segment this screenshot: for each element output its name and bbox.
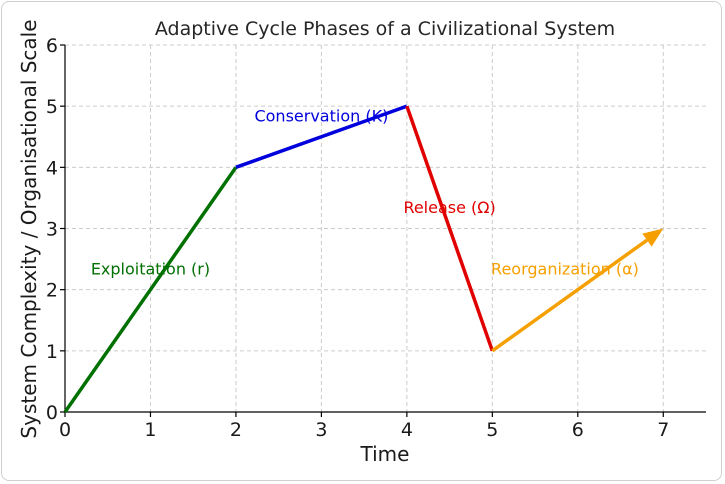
- y-tick-label: 2: [46, 280, 58, 302]
- release-label: Release (Ω): [403, 198, 495, 217]
- chart-title: Adaptive Cycle Phases of a Civilizationa…: [155, 18, 615, 40]
- series-labels: Exploitation (r) Conservation (K) Release …: [91, 106, 639, 278]
- reorganization-label: Reorganization (α): [491, 259, 639, 278]
- y-axis-label: System Complexity / Organisational Scale: [17, 19, 41, 438]
- gridlines: [64, 44, 706, 413]
- y-tick-label: 1: [46, 341, 58, 363]
- x-tick-label: 1: [144, 419, 156, 441]
- y-tick-label: 0: [46, 402, 58, 424]
- x-tick-label: 3: [315, 419, 327, 441]
- reorganization-arrowhead: [642, 228, 664, 247]
- y-tick-label: 5: [46, 96, 58, 118]
- x-tick-label: 6: [572, 419, 584, 441]
- y-tick-label: 6: [46, 35, 58, 57]
- x-tick-label: 5: [486, 419, 498, 441]
- axis-ticks: [60, 44, 664, 417]
- x-tick-label: 4: [401, 419, 413, 441]
- y-tick-label: 3: [46, 219, 58, 241]
- x-tick-label: 2: [230, 419, 242, 441]
- tick-labels: 0 1 2 3 4 5 6 7 0 1 2 3 4 5 6: [46, 35, 669, 441]
- exploitation-label: Exploitation (r): [91, 259, 210, 278]
- axes: [64, 45, 706, 413]
- x-axis-label: Time: [360, 442, 410, 466]
- x-tick-label: 0: [59, 419, 71, 441]
- reorganization-line: [491, 238, 649, 353]
- conservation-line: [235, 104, 408, 169]
- release-line: [405, 105, 494, 352]
- exploitation-line: [63, 166, 238, 414]
- conservation-label: Conservation (K): [254, 106, 388, 125]
- y-tick-label: 4: [46, 157, 58, 179]
- series-group: [63, 104, 664, 414]
- x-tick-label: 7: [657, 419, 669, 441]
